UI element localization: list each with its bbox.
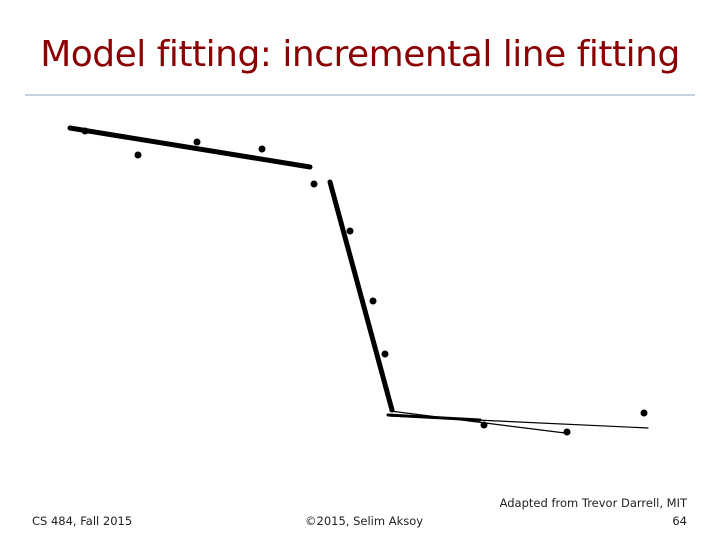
point <box>640 409 648 417</box>
point <box>480 421 488 429</box>
point <box>381 350 389 358</box>
slide-title: Model fitting: incremental line fitting <box>40 34 680 75</box>
point <box>310 180 318 188</box>
fit-line <box>389 410 566 434</box>
page-number: 64 <box>672 514 687 528</box>
fit-line <box>389 415 649 429</box>
point <box>563 428 571 436</box>
footer-copyright: ©2015, Selim Aksoy <box>305 514 424 528</box>
fit-lines <box>67 125 649 434</box>
point <box>369 297 377 305</box>
fit-line <box>67 125 313 170</box>
points <box>81 127 648 436</box>
fit-line <box>327 179 395 413</box>
point <box>81 127 89 135</box>
point <box>346 227 354 235</box>
point <box>258 145 266 153</box>
point <box>193 138 201 146</box>
footer-course: CS 484, Fall 2015 <box>32 514 133 528</box>
point <box>134 151 142 159</box>
footer-credit: Adapted from Trevor Darrell, MIT <box>499 496 687 510</box>
